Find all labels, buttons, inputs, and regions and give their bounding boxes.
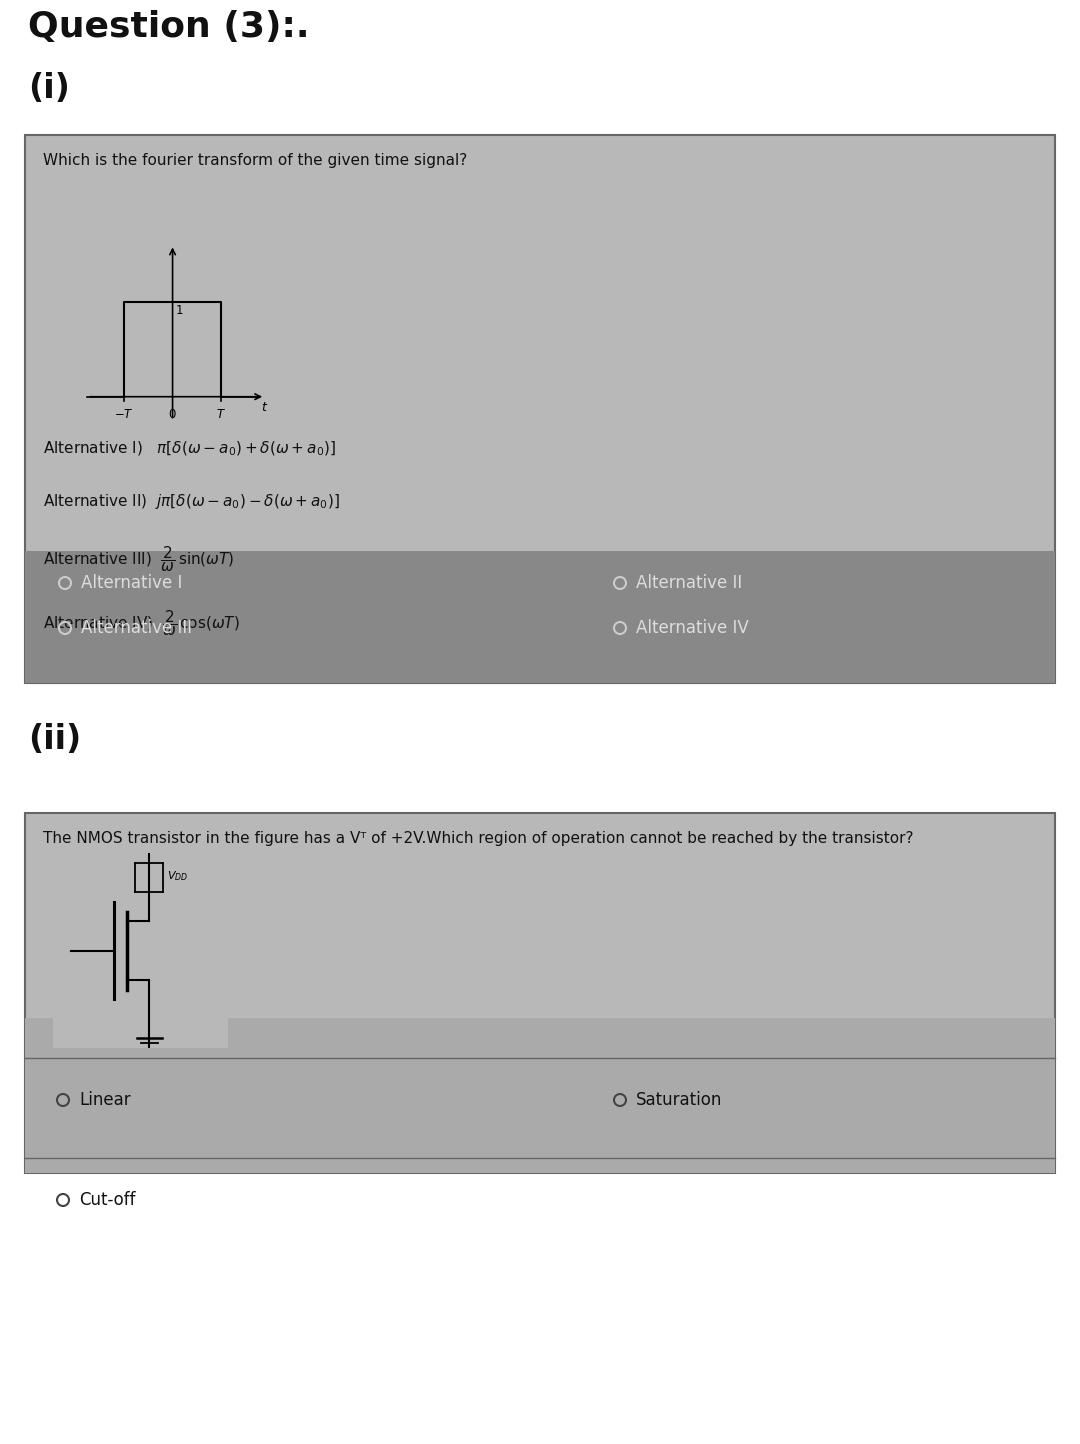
Text: Alternative II)  $j\pi[\delta(\omega - a_0) - \delta(\omega + a_0)]$: Alternative II) $j\pi[\delta(\omega - a_… bbox=[43, 492, 340, 511]
Text: The NMOS transistor in the figure has a Vᵀ of +2V.Which region of operation cann: The NMOS transistor in the figure has a … bbox=[43, 830, 914, 846]
Text: Saturation: Saturation bbox=[636, 1092, 723, 1109]
Text: $0$: $0$ bbox=[168, 409, 177, 422]
Text: (i): (i) bbox=[28, 72, 70, 105]
Bar bbox=[25, 552, 1055, 683]
Bar bbox=[25, 1018, 1055, 1173]
Bar bbox=[25, 134, 1055, 683]
Text: Alternative I: Alternative I bbox=[81, 575, 183, 592]
Text: $t$: $t$ bbox=[261, 401, 269, 414]
Text: Alternative IV)  $\dfrac{2}{\omega}\,\cos(\omega T)$: Alternative IV) $\dfrac{2}{\omega}\,\cos… bbox=[43, 608, 240, 638]
Text: (ii): (ii) bbox=[28, 723, 81, 757]
Text: $1$: $1$ bbox=[175, 305, 184, 318]
Bar bbox=[25, 813, 1055, 1173]
Text: Cut-off: Cut-off bbox=[79, 1191, 135, 1209]
Text: Which is the fourier transform of the given time signal?: Which is the fourier transform of the gi… bbox=[43, 153, 468, 168]
Text: $V_{DD}$: $V_{DD}$ bbox=[166, 869, 188, 884]
Text: $T$: $T$ bbox=[216, 409, 226, 422]
Text: $-T$: $-T$ bbox=[114, 409, 134, 422]
Text: Alternative III)  $\dfrac{2}{\omega}\,\sin(\omega T)$: Alternative III) $\dfrac{2}{\omega}\,\si… bbox=[43, 544, 234, 573]
Text: Alternative IV: Alternative IV bbox=[636, 619, 748, 637]
Text: Alternative II: Alternative II bbox=[636, 575, 742, 592]
Text: Alternative III: Alternative III bbox=[81, 619, 192, 637]
Text: Linear: Linear bbox=[79, 1092, 131, 1109]
Text: Question (3):.: Question (3):. bbox=[28, 10, 310, 43]
Text: Alternative I)   $\pi[\delta(\omega - a_0) + \delta(\omega + a_0)]$: Alternative I) $\pi[\delta(\omega - a_0)… bbox=[43, 440, 336, 458]
